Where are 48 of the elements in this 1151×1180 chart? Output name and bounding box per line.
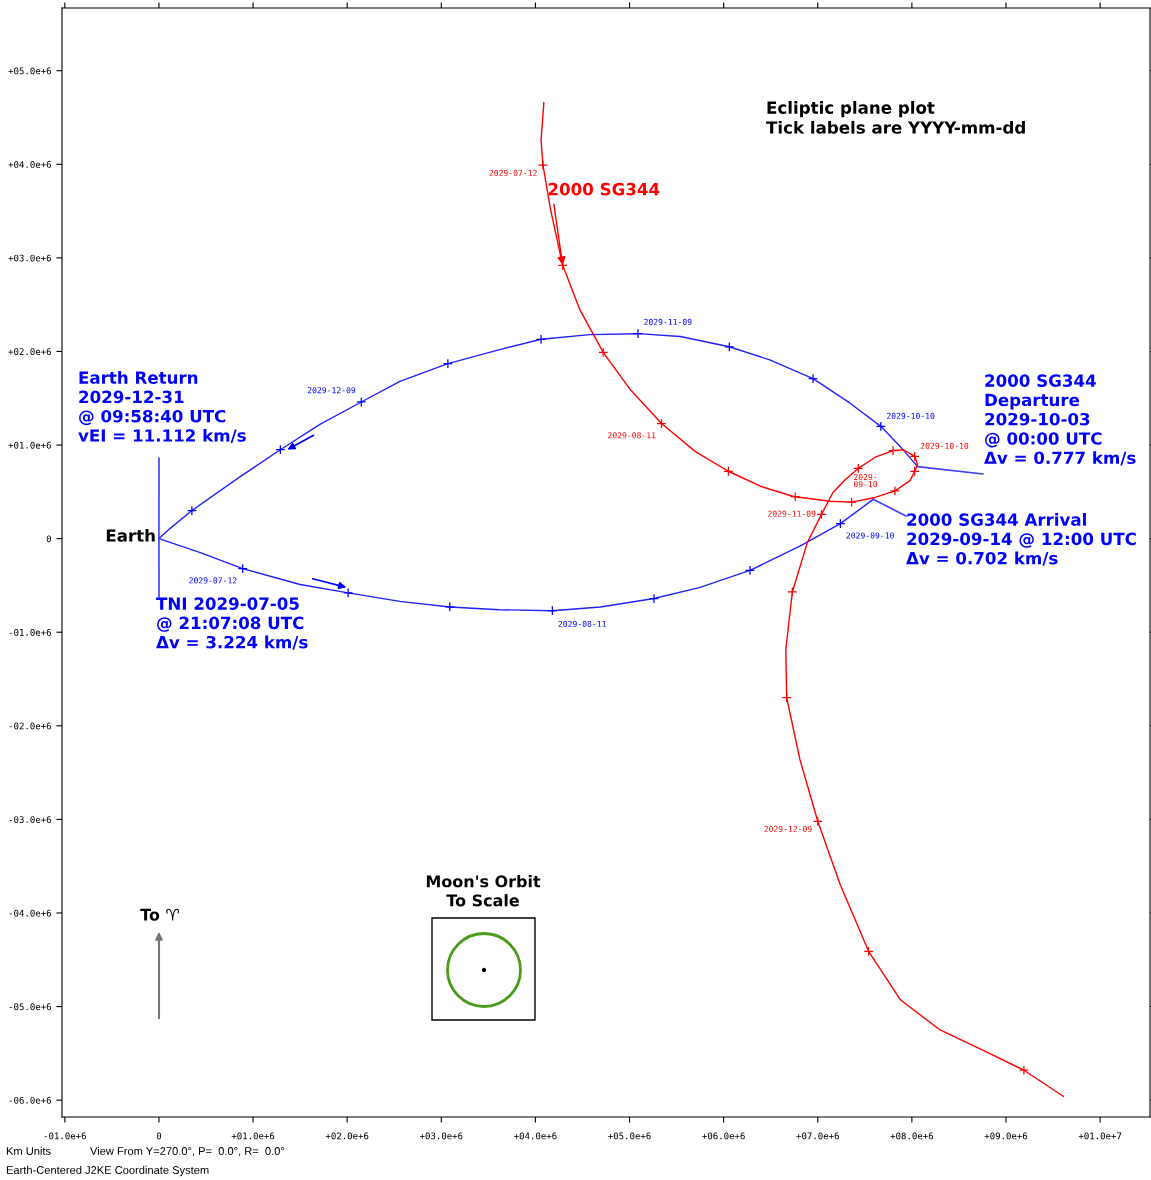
- y-tick-label: +05.0e+6: [8, 67, 51, 75]
- y-tick-label: -01.0e+6: [9, 628, 51, 636]
- text: Earth-Centered J2KE Coordinate System: [6, 1165, 209, 1177]
- data-label: 2029-09-10: [846, 532, 894, 539]
- x-tick-label: +05.0e+6: [608, 1132, 651, 1140]
- series-label: 2000 SG344: [548, 182, 660, 196]
- x-tick-label: +03.0e+6: [419, 1132, 463, 1140]
- y-tick-label: -03.0e+6: [9, 816, 51, 823]
- data-label: 2029-11-09: [768, 510, 816, 517]
- y-tick-label: -04.0e+6: [9, 909, 51, 917]
- data-label: 2029-12-09: [307, 387, 356, 394]
- x-tick-label: +06.0e+6: [702, 1132, 745, 1140]
- annotation: Moon's Orbit To Scale: [426, 875, 541, 907]
- annotation: 2000 SG344 Arrival 2029-09-14 @ 12:00 UTC Δv = 0.702 km/s: [906, 513, 1136, 566]
- annotation: Earth Return 2029-12-31 @ 09:58:40 UTC vEI = 11.112 km/s: [78, 371, 246, 444]
- data-label: 2029-08-11: [608, 432, 656, 439]
- x-tick-label: +01.0e+7: [1078, 1132, 1122, 1140]
- data-label: 2029-07-12: [489, 169, 537, 176]
- annotation: 2000 SG344 Departure 2029-10-03 @ 00:00 UTC Δv = 0.777 km/s: [984, 374, 1136, 466]
- x-tick-label: +02.0e+6: [325, 1132, 369, 1140]
- x-tick-label: -01.0e+6: [44, 1132, 86, 1140]
- y-tick-label: 0: [46, 535, 51, 543]
- x-tick-label: +04.0e+6: [514, 1132, 557, 1140]
- annotation: To ♈: [140, 908, 180, 921]
- x-tick-label: 0: [156, 1132, 162, 1140]
- data-label: 2029- 09-10: [853, 473, 878, 488]
- y-tick-label: -06.0e+6: [9, 1096, 51, 1104]
- annotation: Ecliptic plane plot Tick labels are YYYY-mm-dd: [766, 101, 1025, 134]
- x-tick-label: +08.0e+6: [890, 1132, 934, 1140]
- y-tick-label: -02.0e+6: [9, 722, 51, 730]
- annotation: TNI 2029-07-05 @ 21:07:08 UTC Δv = 3.224 km/s: [156, 597, 308, 650]
- annotation: Earth: [106, 528, 155, 542]
- data-label: 2029-07-12: [189, 577, 237, 584]
- text: Km Units: [6, 1146, 51, 1155]
- y-tick-label: +04.0e+6: [8, 161, 51, 168]
- x-tick-label: +01.0e+6: [231, 1132, 275, 1140]
- y-tick-label: +01.0e+6: [8, 441, 51, 449]
- text: View From Y=270.0°, P= 0.0°, R= 0.0°: [90, 1146, 285, 1157]
- data-label: 2029-08-11: [558, 620, 606, 627]
- data-label: 2029-12-09: [764, 825, 812, 832]
- data-label: 2029-10-10: [920, 442, 969, 449]
- x-tick-label: +07.0e+6: [796, 1132, 839, 1140]
- data-label: 2029-11-09: [644, 318, 692, 325]
- y-tick-label: +03.0e+6: [8, 254, 51, 262]
- x-tick-label: +09.0e+6: [984, 1132, 1028, 1140]
- data-label: 2029-10-10: [886, 412, 935, 419]
- y-tick-label: +02.0e+6: [8, 348, 51, 356]
- y-tick-label: -05.0e+6: [9, 1003, 51, 1011]
